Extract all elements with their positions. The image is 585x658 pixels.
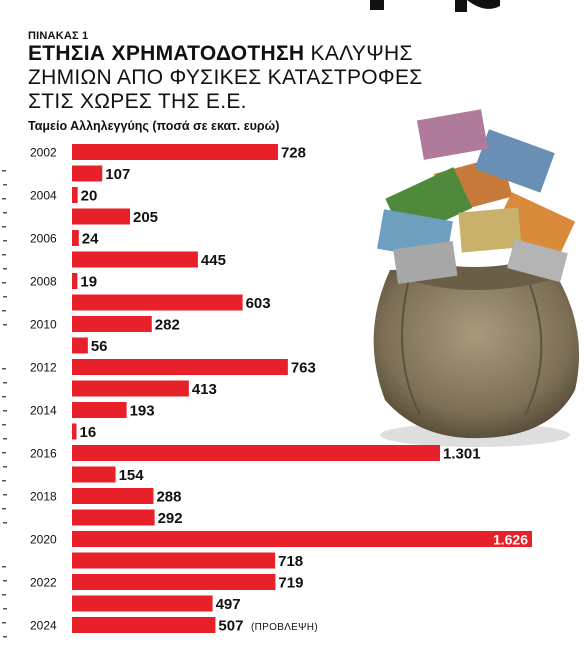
data-label-2012: 763	[291, 360, 316, 377]
annotation-forecast: (ΠΡΟΒΛΕΨΗ)	[251, 622, 318, 633]
bar-2021	[72, 552, 276, 569]
money-bag-illustration	[373, 109, 580, 447]
bar-2017	[72, 466, 116, 483]
bar-2009	[72, 294, 243, 311]
bar-2013	[72, 380, 189, 397]
tick-label-2022: 2022	[30, 576, 57, 590]
data-label-2004: 20	[81, 188, 98, 205]
data-label-2016: 1.301	[443, 446, 481, 463]
tick-label-2012: 2012	[30, 361, 57, 375]
bar-2020	[72, 531, 532, 547]
chart-title-line-3: ΣΤΙΣ ΧΩΡΕΣ ΤΗΣ Ε.Ε.	[28, 90, 247, 113]
cropped-adjacent-text-edge	[2, 170, 7, 638]
tick-label-2016: 2016	[30, 447, 57, 461]
tick-label-2014: 2014	[30, 404, 57, 418]
bar-2015	[72, 423, 77, 440]
bar-2012	[72, 359, 288, 375]
bar-2010	[72, 316, 152, 332]
data-label-2007: 445	[201, 252, 226, 269]
chart-title: ΕΤΗΣΙΑ ΧΡΗΜΑΤΟΔΟΤΗΣΗ ΚΑΛΥΨΗΣ ΖΗΜΙΩΝ ΑΠΟ …	[28, 42, 498, 114]
data-label-2014: 193	[130, 403, 155, 420]
chart-title-line-1: ΕΤΗΣΙΑ ΧΡΗΜΑΤΟΔΟΤΗΣΗ ΚΑΛΥΨΗΣ	[28, 42, 498, 66]
data-label-2022: 719	[278, 575, 303, 592]
bar-2016	[72, 445, 441, 461]
data-label-2021: 718	[278, 553, 303, 570]
data-label-2003: 107	[105, 166, 130, 183]
bar-2024	[72, 617, 216, 633]
bar-2022	[72, 574, 276, 590]
data-label-2008: 19	[80, 274, 97, 291]
bar-2008	[72, 273, 78, 289]
bar-2003	[72, 165, 103, 182]
chart-title-line-2: ΖΗΜΙΩΝ ΑΠΟ ΦΥΣΙΚΕΣ ΚΑΤΑΣΤΡΟΦΕΣ	[28, 66, 423, 89]
bar-2018	[72, 488, 154, 504]
data-label-2011: 56	[91, 338, 108, 355]
tick-label-2004: 2004	[30, 189, 57, 203]
data-label-2013: 413	[192, 381, 217, 398]
data-label-2005: 205	[133, 209, 158, 226]
bar-2019	[72, 509, 155, 526]
data-label-2009: 603	[246, 295, 271, 312]
data-label-2023: 497	[216, 596, 241, 613]
bar-2023	[72, 595, 213, 612]
chart-title-bold: ΕΤΗΣΙΑ ΧΡΗΜΑΤΟΔΟΤΗΣΗ	[28, 42, 305, 65]
tick-label-2006: 2006	[30, 232, 57, 246]
bar-2007	[72, 251, 198, 268]
data-label-2010: 282	[155, 317, 180, 334]
data-label-2017: 154	[119, 467, 145, 484]
data-label-2018: 288	[156, 489, 181, 506]
bar-chart: 2002 728 107 2004 20 205 2006 24 445 2008 19 603 201…	[30, 144, 532, 635]
bar-2005	[72, 208, 130, 225]
bar-2011	[72, 337, 88, 354]
chart-subtitle: Ταμείο Αλληλεγγύης (ποσά σε εκατ. ευρώ)	[28, 119, 280, 133]
data-label-2006: 24	[82, 231, 99, 248]
bar-2014	[72, 402, 127, 418]
data-label-2019: 292	[158, 510, 183, 527]
data-label-2024: 507	[218, 618, 243, 635]
tick-label-2010: 2010	[30, 318, 57, 332]
bar-2006	[72, 230, 79, 246]
tick-label-2020: 2020	[30, 533, 57, 547]
data-label-2002: 728	[281, 145, 306, 162]
panel-label: ΠΙΝΑΚΑΣ 1	[28, 30, 89, 42]
bar-2002	[72, 144, 278, 160]
tick-label-2002: 2002	[30, 146, 57, 160]
cropped-masthead-glyph	[370, 0, 500, 12]
bar-2004	[72, 187, 78, 203]
data-label-2020: 1.626	[493, 532, 528, 548]
chart-title-rest: ΚΑΛΥΨΗΣ	[310, 42, 413, 65]
tick-label-2024: 2024	[30, 619, 57, 633]
tick-label-2008: 2008	[30, 275, 57, 289]
tick-label-2018: 2018	[30, 490, 57, 504]
data-label-2015: 16	[80, 424, 97, 441]
